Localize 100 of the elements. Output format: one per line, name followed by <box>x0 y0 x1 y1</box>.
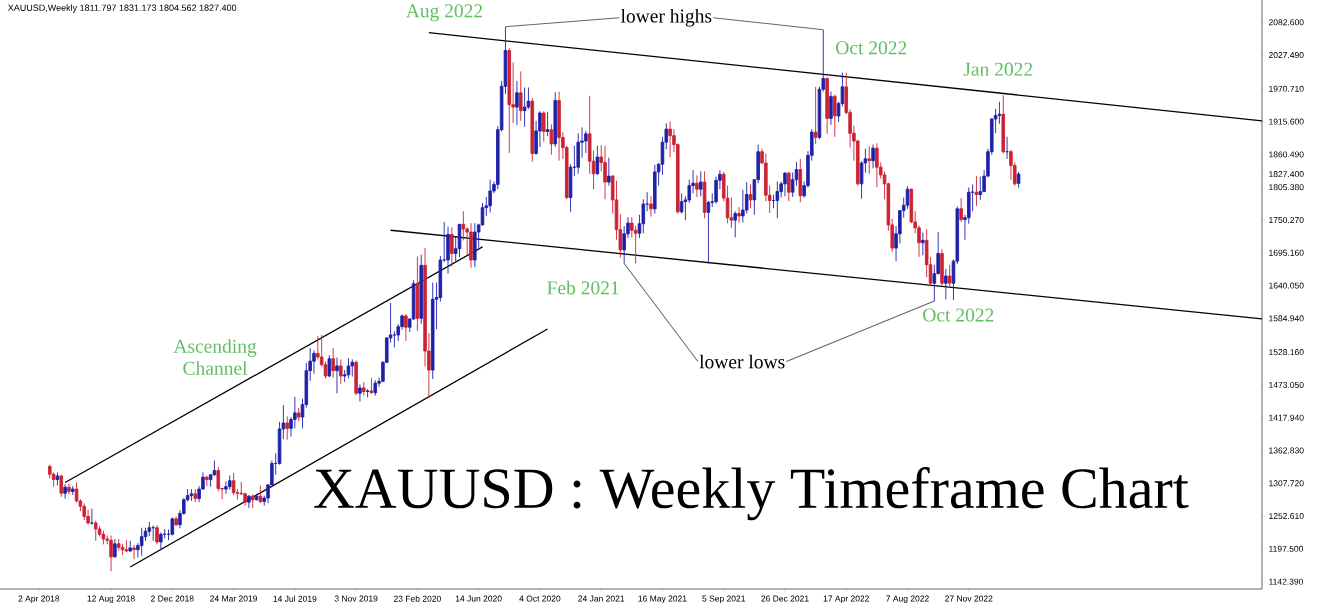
x-tick-label: 24 Mar 2019 <box>210 595 258 602</box>
candlestick <box>193 488 198 503</box>
candlestick <box>695 175 699 198</box>
y-tick-label: 1197.500 <box>1269 545 1304 552</box>
candlestick <box>783 171 787 197</box>
y-tick-label: 2027.490 <box>1268 52 1304 59</box>
candlestick <box>365 388 370 398</box>
y-tick-label: 1640.050 <box>1269 282 1304 289</box>
candlestick <box>825 76 829 135</box>
candlestick <box>362 381 366 397</box>
x-tick-label: 12 Aug 2018 <box>87 595 135 603</box>
annotation: lower lows <box>699 354 785 369</box>
candlestick <box>733 210 737 238</box>
candlestick <box>331 347 335 379</box>
candlestick <box>1001 94 1006 154</box>
y-tick-label: 2082.600 <box>1268 19 1304 26</box>
candlestick <box>285 416 289 441</box>
candlestick <box>250 493 255 509</box>
candlestick <box>247 494 251 509</box>
candlestick <box>450 226 454 267</box>
y-tick-label: 1827.400 <box>1269 171 1304 178</box>
candlestick <box>446 226 450 275</box>
candlestick <box>327 354 332 378</box>
candlestick <box>1016 171 1021 189</box>
annotation: Aug 2022 <box>405 4 483 22</box>
candlestick <box>132 544 136 560</box>
candlestick <box>415 255 420 332</box>
candlestick <box>921 232 925 256</box>
candlestick <box>113 538 117 558</box>
candlestick <box>404 313 408 342</box>
x-tick-label: 7 Aug 2022 <box>886 595 929 603</box>
candlestick <box>488 179 492 213</box>
candlestick <box>737 206 741 223</box>
candlestick <box>116 538 121 551</box>
annotation: Oct 2022 <box>923 308 994 322</box>
y-tick-label: 1805.380 <box>1269 184 1304 191</box>
y-tick-label: 1417.940 <box>1269 414 1304 421</box>
candlestick <box>545 111 550 137</box>
annotation: Ascending Channel <box>173 339 257 375</box>
candlestick <box>553 91 557 148</box>
candlestick <box>358 383 362 403</box>
candlestick <box>354 360 358 396</box>
candlestick <box>833 94 837 138</box>
x-tick-label: 2 Apr 2018 <box>18 595 60 603</box>
candlestick <box>530 97 535 163</box>
candlestick <box>120 543 125 556</box>
candlestick <box>373 379 378 397</box>
candlestick <box>959 197 963 223</box>
candlestick <box>67 483 71 495</box>
candlestick <box>748 183 753 209</box>
candlestick <box>124 539 129 553</box>
candlestick <box>549 123 554 156</box>
candlestick <box>702 170 707 219</box>
candlestick <box>59 474 64 498</box>
candlestick <box>430 282 435 380</box>
candlestick <box>128 540 132 553</box>
text: XAUUSD : Weekly Timeframe Chart <box>314 466 1189 521</box>
candlestick <box>871 144 875 169</box>
candlestick <box>668 120 672 158</box>
y-tick-label: 1307.720 <box>1269 480 1304 487</box>
y-tick-label: 1750.270 <box>1269 216 1304 223</box>
candlestick <box>473 222 477 268</box>
candlestick <box>947 264 952 287</box>
candlestick <box>595 145 600 176</box>
candlestick <box>698 170 703 197</box>
candlestick <box>159 532 163 551</box>
y-tick-label: 1584.940 <box>1269 315 1304 322</box>
candlestick <box>296 407 301 422</box>
x-tick-label: 16 May 2021 <box>638 595 687 603</box>
candlestick <box>109 535 113 572</box>
candlestick <box>787 171 791 202</box>
candlestick <box>775 181 780 219</box>
annotation: Jan 2022 <box>963 62 1033 76</box>
candlestick <box>584 130 588 154</box>
candlestick <box>258 485 263 504</box>
candlestick <box>469 222 473 269</box>
candlestick <box>63 483 67 500</box>
candlestick <box>82 502 87 521</box>
candlestick <box>419 254 423 325</box>
x-tick-label: 26 Dec 2021 <box>761 595 809 602</box>
candlestick <box>55 471 60 486</box>
candlestick <box>339 358 343 385</box>
candlestick <box>147 521 152 537</box>
candlestick <box>944 268 948 300</box>
candlestick <box>335 357 339 394</box>
x-tick-label: 23 Feb 2020 <box>393 595 441 602</box>
y-tick-label: 1860.490 <box>1269 151 1304 158</box>
x-tick-label: 2 Dec 2018 <box>151 595 194 602</box>
y-tick-label: 1252.610 <box>1269 513 1304 520</box>
candlestick <box>507 47 512 154</box>
candlestick <box>940 248 944 287</box>
candlestick <box>541 110 546 143</box>
annotation: Oct 2022 <box>836 41 907 55</box>
candlestick <box>798 158 803 203</box>
candlestick <box>829 91 833 126</box>
candlestick <box>228 474 232 491</box>
candlestick <box>90 508 94 526</box>
candlestick <box>350 358 355 378</box>
candlestick <box>174 515 178 527</box>
chart-subtitle: XAUUSD,Weekly 1811.797 1831.173 1804.562 1827.400 <box>7 4 237 13</box>
